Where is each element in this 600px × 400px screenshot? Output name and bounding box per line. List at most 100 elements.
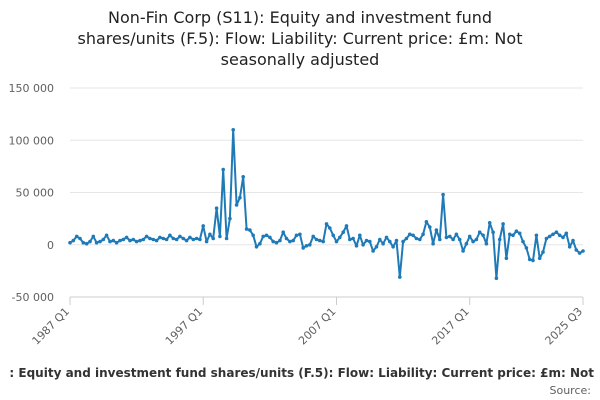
- x-tick-label: 1997 Q1: [163, 305, 206, 348]
- data-point: [311, 234, 316, 239]
- data-point: [477, 230, 482, 234]
- y-tick-label: -50 000: [12, 291, 54, 304]
- data-point: [308, 243, 312, 247]
- y-tick-label: 150 000: [9, 82, 55, 95]
- data-point: [321, 239, 326, 244]
- data-point: [421, 232, 425, 237]
- data-point: [537, 256, 542, 261]
- data-point: [131, 237, 136, 242]
- data-point: [388, 239, 392, 244]
- data-point: [111, 238, 116, 243]
- y-tick-label: 50 000: [16, 187, 55, 200]
- chart-title-line-3: seasonally adjusted: [221, 50, 380, 69]
- data-point: [71, 238, 76, 243]
- data-point: [88, 239, 92, 244]
- data-point: [557, 233, 562, 238]
- data-point: [334, 239, 339, 244]
- gridlines: [70, 87, 583, 298]
- data-point: [517, 231, 522, 236]
- data-point: [174, 237, 179, 242]
- x-tick-label: 2017 Q1: [429, 305, 472, 348]
- data-point: [497, 237, 502, 242]
- data-point: [104, 233, 109, 238]
- data-series: [68, 128, 585, 281]
- data-point: [424, 220, 429, 224]
- data-point: [467, 234, 472, 239]
- data-point: [214, 206, 219, 210]
- data-point: [401, 239, 405, 244]
- data-point: [168, 233, 172, 238]
- data-point: [378, 237, 382, 242]
- data-point: [204, 239, 209, 244]
- data-point: [148, 236, 152, 241]
- data-point: [314, 237, 319, 242]
- data-point: [178, 234, 182, 239]
- series-line: [69, 128, 584, 280]
- source-label: Source:: [550, 384, 592, 397]
- data-point: [201, 224, 205, 228]
- data-point: [507, 232, 512, 237]
- data-point: [358, 233, 362, 238]
- data-point: [351, 236, 355, 241]
- data-point: [344, 224, 349, 228]
- data-point: [391, 245, 395, 249]
- data-point: [151, 237, 156, 242]
- data-point: [354, 244, 359, 248]
- data-point: [474, 237, 479, 242]
- data-point: [154, 238, 159, 243]
- data-point: [224, 236, 229, 241]
- data-point: [268, 235, 272, 240]
- data-point: [241, 175, 245, 179]
- data-point: [298, 232, 302, 237]
- data-point: [571, 238, 575, 243]
- data-point: [481, 233, 485, 238]
- data-point: [441, 192, 445, 197]
- data-point: [254, 245, 259, 249]
- data-point: [161, 236, 166, 241]
- x-axis: 1987 Q1 1997 Q1 2007 Q1 2017 Q1 2025 Q3: [30, 296, 585, 348]
- chart-title-line-2: shares/units (F.5): Flow: Liability: Cur…: [78, 29, 523, 48]
- data-point: [551, 232, 555, 237]
- data-point: [271, 239, 276, 244]
- data-point: [128, 238, 132, 243]
- data-point: [228, 216, 232, 221]
- data-point: [218, 234, 222, 239]
- data-point: [244, 227, 249, 231]
- data-point: [278, 238, 282, 243]
- data-point: [361, 243, 365, 247]
- data-point: [291, 238, 296, 243]
- data-point: [264, 233, 269, 238]
- data-point: [258, 241, 262, 246]
- data-point: [534, 233, 539, 238]
- data-point: [418, 237, 422, 242]
- data-point: [91, 234, 96, 239]
- data-point: [121, 237, 126, 242]
- data-point: [341, 230, 346, 234]
- data-point: [118, 238, 122, 243]
- data-point: [331, 233, 336, 238]
- data-point: [81, 240, 86, 245]
- data-point: [108, 239, 112, 244]
- data-point: [484, 241, 489, 246]
- data-point: [301, 246, 306, 250]
- data-point: [364, 238, 369, 243]
- data-point: [184, 238, 189, 243]
- data-point: [567, 245, 572, 249]
- legend[interactable]: : Equity and investment fund shares/unit…: [9, 366, 594, 380]
- data-point: [221, 167, 225, 172]
- chart-title-line-1: Non-Fin Corp (S11): Equity and investmen…: [108, 8, 492, 27]
- data-point: [404, 236, 409, 241]
- data-point: [527, 257, 532, 262]
- data-point: [78, 236, 82, 241]
- data-point: [564, 231, 569, 236]
- data-point: [114, 240, 119, 245]
- data-point: [531, 258, 535, 263]
- data-point: [524, 246, 529, 250]
- data-point: [208, 232, 212, 237]
- data-point: [304, 244, 309, 248]
- data-point: [491, 230, 495, 234]
- data-point: [394, 238, 399, 243]
- data-point: [561, 235, 565, 240]
- legend-series-label[interactable]: : Equity and investment fund shares/unit…: [9, 366, 594, 380]
